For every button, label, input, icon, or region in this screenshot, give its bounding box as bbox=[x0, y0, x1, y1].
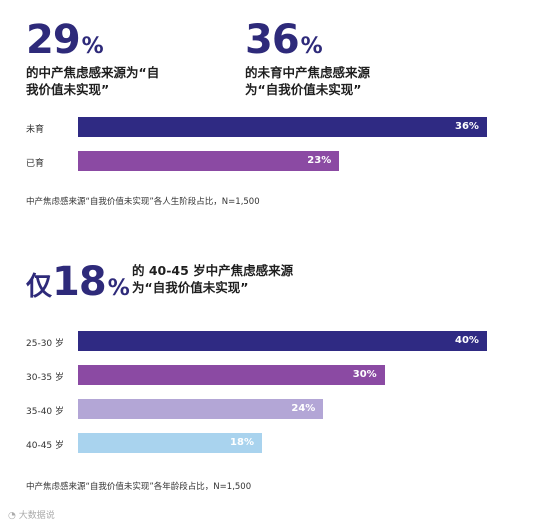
stat1-percent-sign: % bbox=[81, 34, 104, 59]
stat2-number: 36% bbox=[245, 20, 323, 60]
bar-value-label: 24% bbox=[291, 403, 316, 414]
stat2-percent-sign: % bbox=[300, 34, 323, 59]
category-label: 30-35 岁 bbox=[26, 373, 65, 383]
category-label: 未育 bbox=[26, 125, 45, 135]
category-label: 25-30 岁 bbox=[26, 339, 65, 349]
stat2-text-line1: 的未育中产焦虑感来源 bbox=[245, 65, 371, 80]
bar-value-label: 36% bbox=[455, 121, 479, 132]
watermark-logo-icon: ◔ bbox=[8, 511, 16, 521]
watermark: ◔ 大数据说 bbox=[8, 508, 55, 521]
bar-value-label: 23% bbox=[307, 155, 332, 166]
stat2-number-value: 36 bbox=[245, 17, 300, 63]
stat3-number-value: 18 bbox=[52, 259, 107, 305]
stat3-percent-sign: % bbox=[107, 276, 130, 301]
category-label: 已育 bbox=[26, 159, 45, 169]
bar-value-label: 40% bbox=[455, 335, 479, 346]
stat1-number: 29% bbox=[26, 20, 104, 60]
stat3-text: 的 40-45 岁中产焦虑感来源 为“自我价值未实现” bbox=[132, 262, 293, 296]
bar bbox=[78, 117, 487, 137]
stat2-text: 的未育中产焦虑感来源 为“自我价值未实现” bbox=[245, 64, 370, 98]
stat3-text-line1: 的 40-45 岁中产焦虑感来源 bbox=[132, 263, 294, 278]
bar bbox=[78, 365, 385, 385]
category-label: 40-45 岁 bbox=[26, 441, 65, 451]
stat3-number: 仅18% bbox=[26, 262, 130, 303]
stat2-text-line2: 为“自我价值未实现” bbox=[245, 82, 362, 97]
bar-value-label: 18% bbox=[230, 437, 254, 448]
category-label: 35-40 岁 bbox=[26, 407, 65, 417]
stat3-prefix: 仅 bbox=[26, 272, 53, 302]
bar bbox=[78, 399, 324, 419]
bar bbox=[78, 151, 340, 171]
stat1-number-value: 29 bbox=[26, 17, 81, 63]
bar bbox=[78, 331, 487, 351]
chart2-caption: 中产焦虑感来源“自我价值未实现”各年龄段占比，N=1,500 bbox=[26, 482, 252, 492]
stat1-text: 的中产焦虑感来源为“自 我价值未实现” bbox=[26, 64, 159, 98]
stat3-text-line2: 为“自我价值未实现” bbox=[132, 280, 249, 295]
watermark-text: 大数据说 bbox=[18, 511, 55, 521]
chart1-caption: 中产焦虑感来源“自我价值未实现”各人生阶段占比，N=1,500 bbox=[26, 197, 260, 207]
bar-value-label: 30% bbox=[352, 369, 377, 380]
stat1-text-line2: 我价值未实现” bbox=[26, 82, 110, 97]
bar bbox=[78, 433, 263, 453]
stat1-text-line1: 的中产焦虑感来源为“自 bbox=[26, 65, 160, 80]
